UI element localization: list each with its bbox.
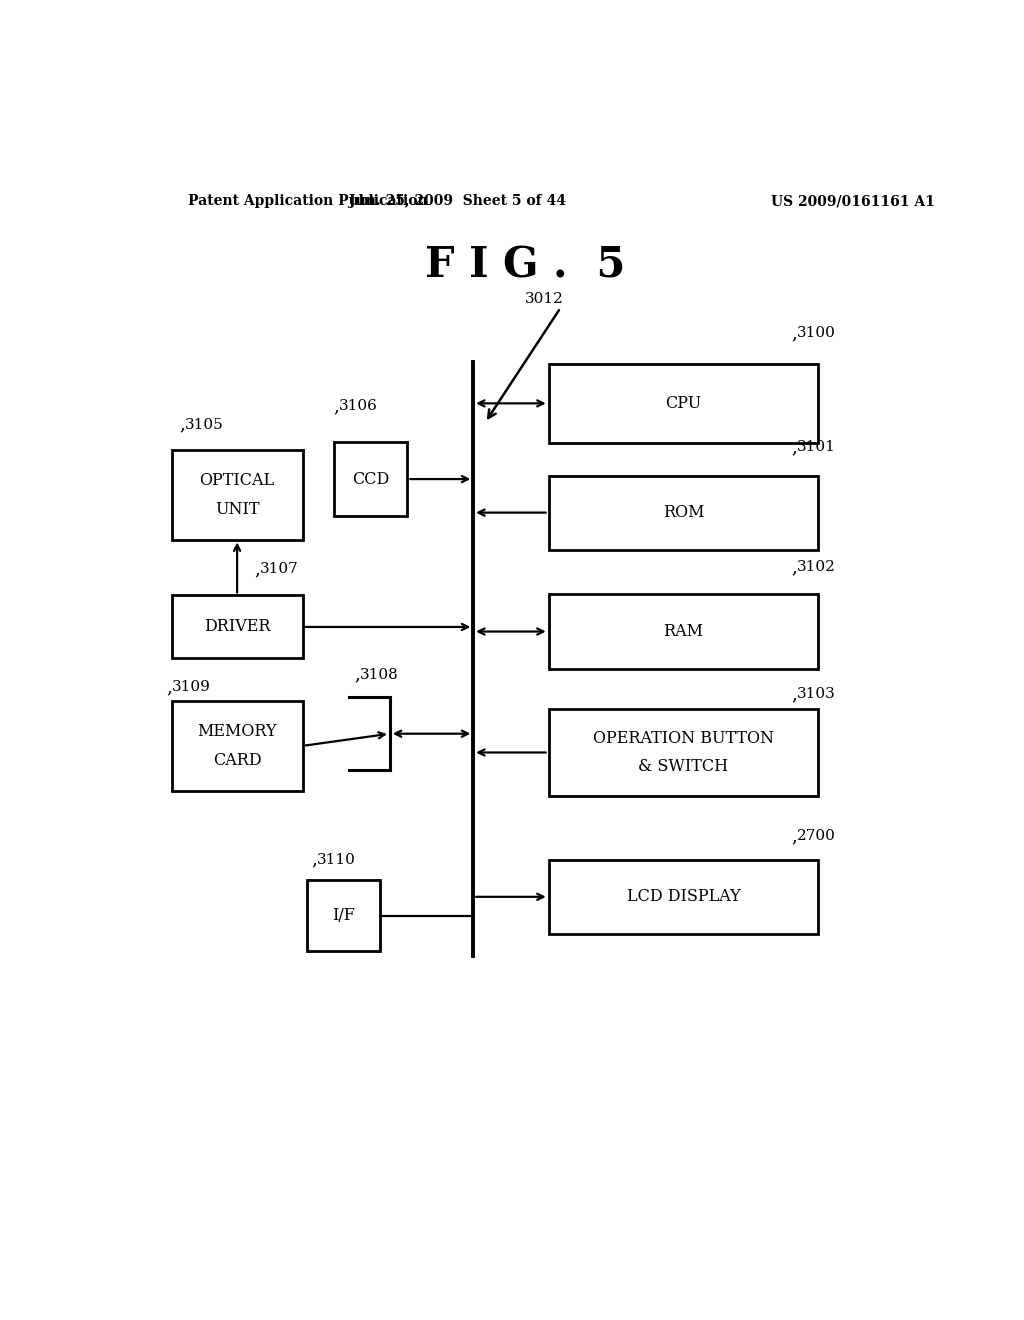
Text: 3103: 3103 [797, 686, 836, 701]
Text: 3105: 3105 [185, 417, 224, 432]
Bar [549, 709, 818, 796]
Text: MEMORY: MEMORY [198, 723, 276, 741]
Text: ROM: ROM [663, 504, 705, 521]
Text: & SWITCH: & SWITCH [638, 758, 729, 775]
Bar [549, 364, 818, 444]
Text: DRIVER: DRIVER [204, 619, 270, 635]
Text: ,: , [334, 397, 339, 416]
Bar [549, 594, 818, 669]
Text: CARD: CARD [213, 751, 261, 768]
Bar [334, 442, 408, 516]
Text: ,: , [254, 560, 260, 578]
Text: ,: , [179, 416, 185, 434]
Text: CCD: CCD [352, 470, 389, 487]
Text: 3102: 3102 [797, 560, 836, 574]
Text: ,: , [792, 558, 797, 576]
Text: 3101: 3101 [797, 440, 836, 454]
Text: Patent Application Publication: Patent Application Publication [187, 194, 427, 209]
Text: ,: , [792, 685, 797, 704]
Text: 3012: 3012 [525, 292, 564, 306]
Bar [549, 859, 818, 935]
Text: RAM: RAM [664, 623, 703, 640]
Text: 3106: 3106 [339, 400, 378, 413]
Text: 3109: 3109 [172, 680, 211, 694]
Text: F I G .  5: F I G . 5 [425, 244, 625, 286]
Text: ,: , [311, 850, 316, 869]
Text: 2700: 2700 [797, 829, 836, 843]
Text: ,: , [792, 438, 797, 455]
Text: 3108: 3108 [359, 668, 398, 681]
Text: US 2009/0161161 A1: US 2009/0161161 A1 [771, 194, 935, 209]
Bar [172, 450, 303, 540]
Text: OPTICAL: OPTICAL [200, 473, 274, 490]
Text: ,: , [166, 678, 172, 696]
Text: ,: , [792, 828, 797, 845]
Text: LCD DISPLAY: LCD DISPLAY [627, 888, 740, 906]
Bar [172, 595, 303, 659]
Text: 3107: 3107 [260, 562, 298, 576]
Text: OPERATION BUTTON: OPERATION BUTTON [593, 730, 774, 747]
Text: CPU: CPU [666, 395, 701, 412]
Bar [306, 880, 380, 952]
Text: I/F: I/F [332, 907, 354, 924]
Bar [172, 701, 303, 791]
Text: 3100: 3100 [797, 326, 836, 341]
Text: Jun. 25, 2009  Sheet 5 of 44: Jun. 25, 2009 Sheet 5 of 44 [349, 194, 566, 209]
Text: 3110: 3110 [316, 853, 355, 867]
Text: ,: , [792, 325, 797, 342]
Bar [549, 475, 818, 549]
Text: UNIT: UNIT [215, 500, 259, 517]
Text: ,: , [354, 665, 359, 684]
